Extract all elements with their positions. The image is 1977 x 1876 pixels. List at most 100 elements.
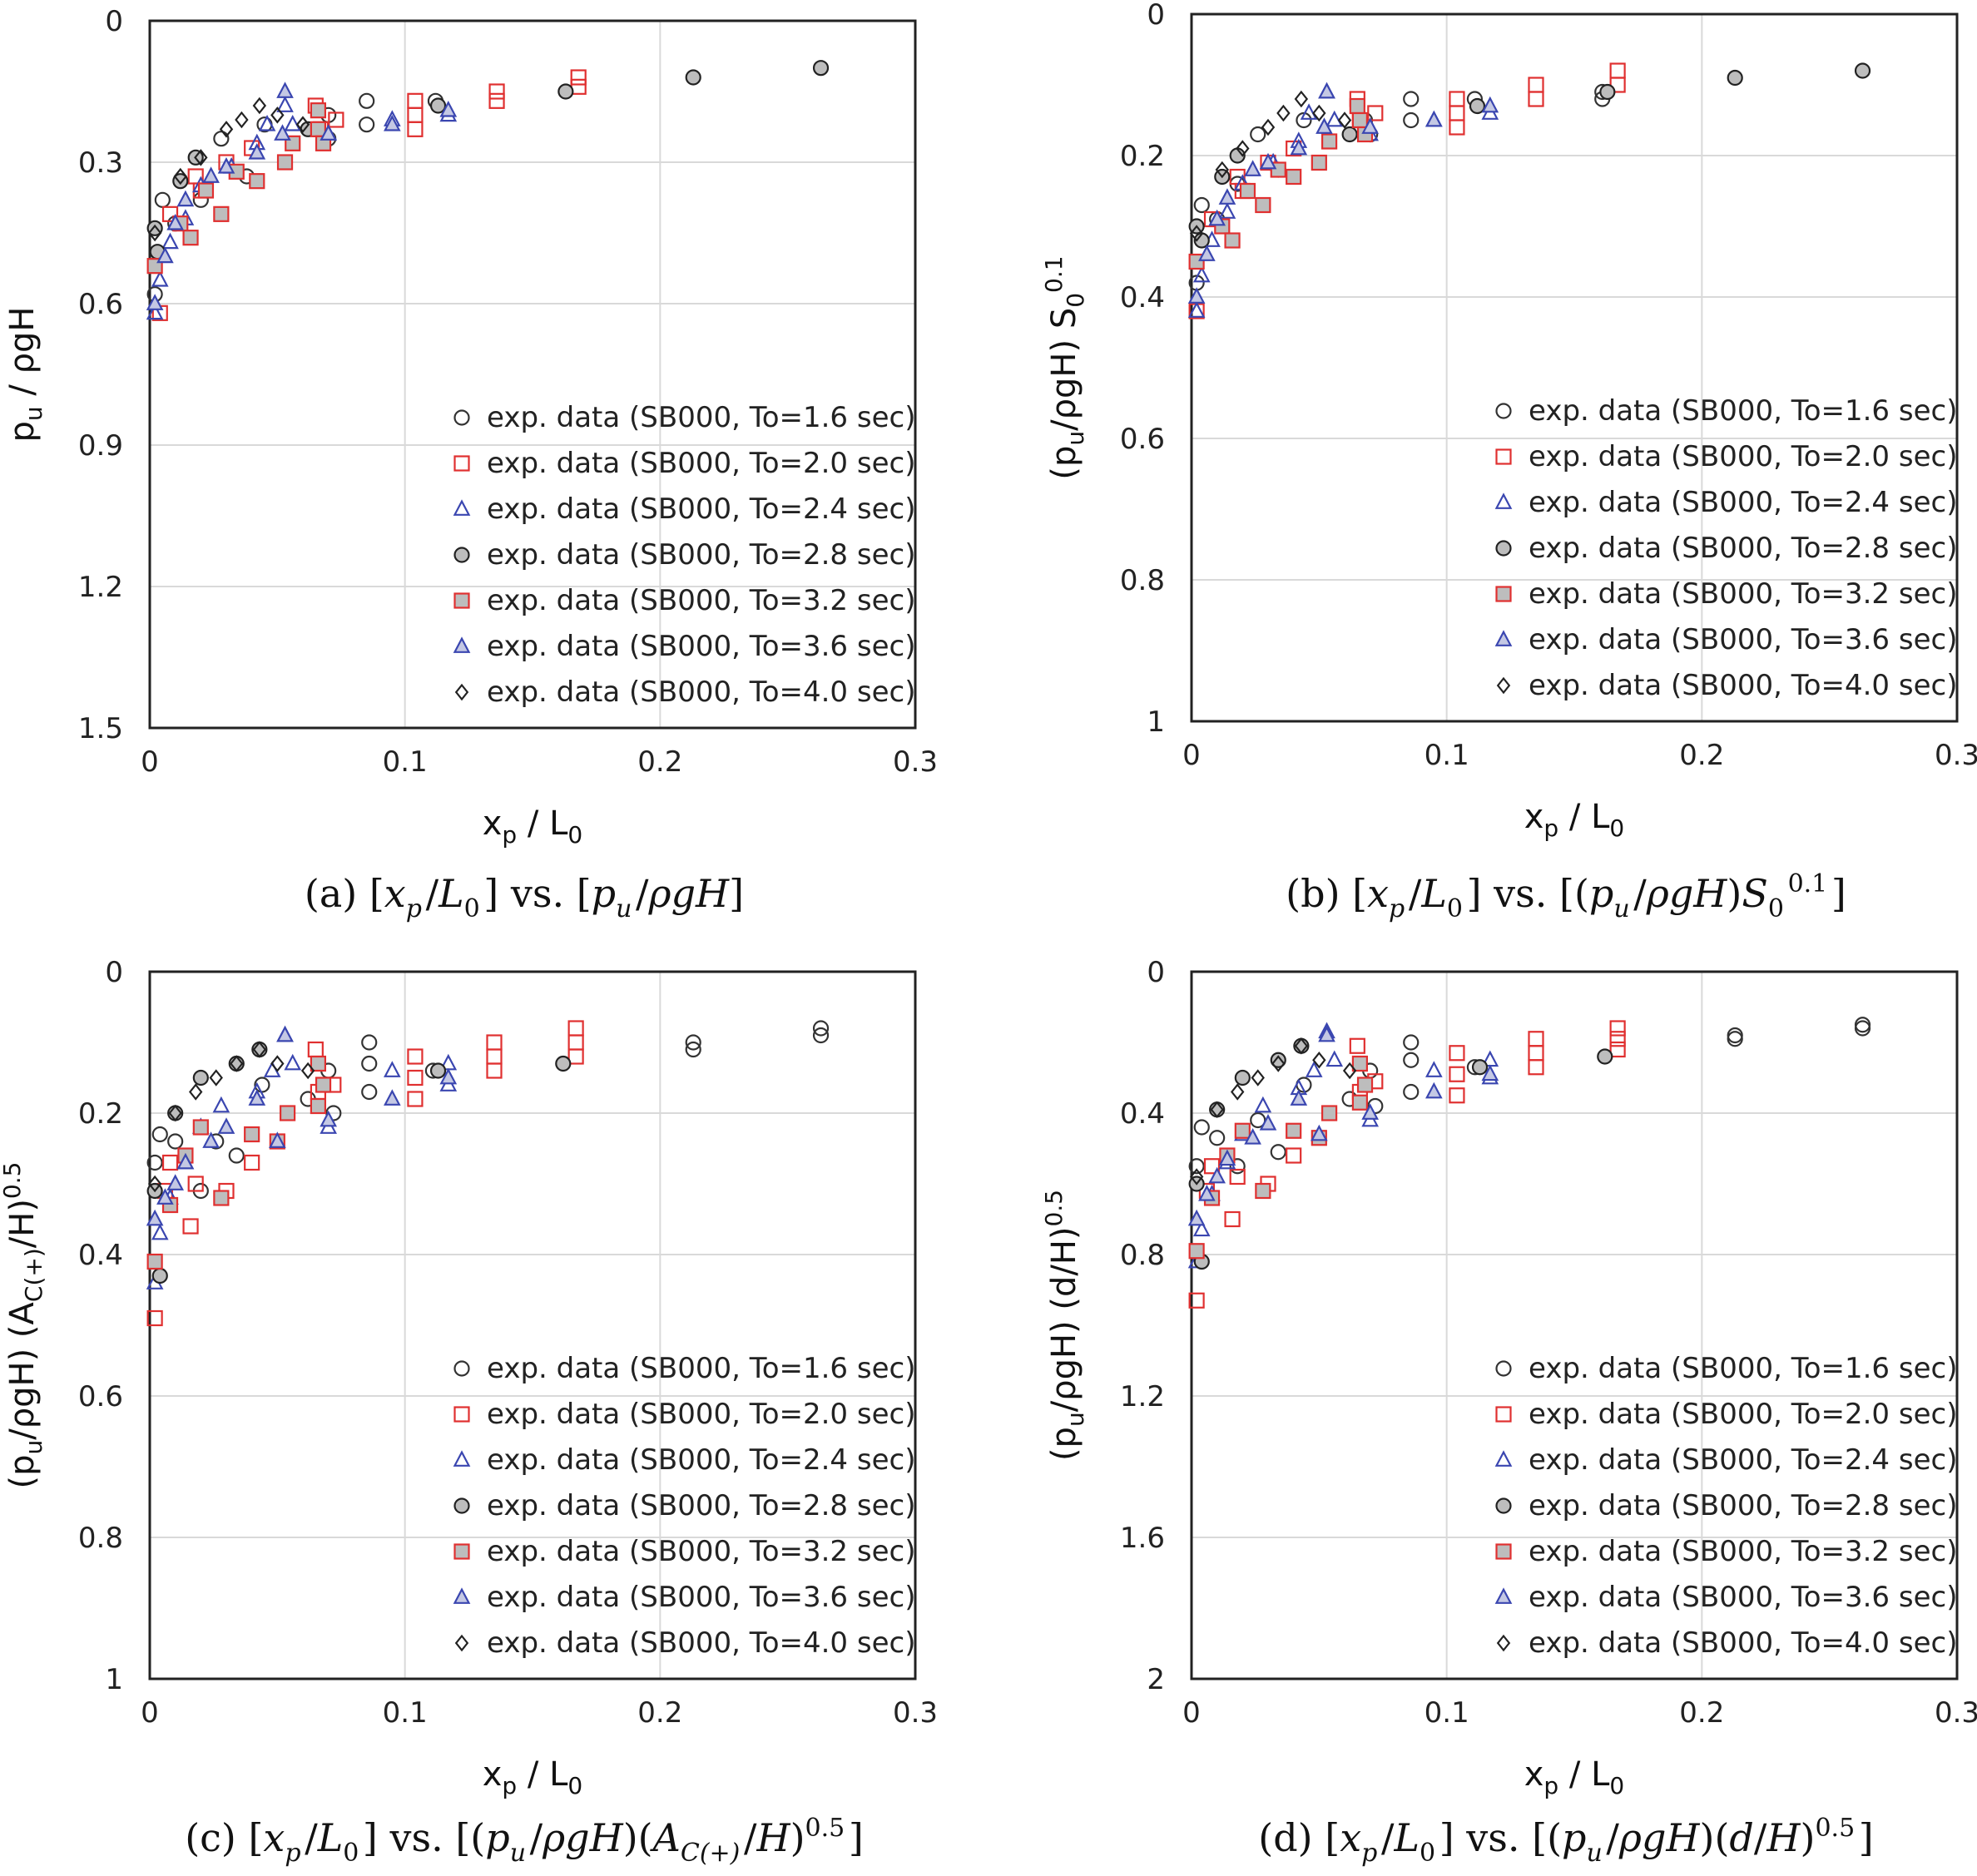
data-point xyxy=(1356,1077,1374,1093)
y-tick-label: 0.2 xyxy=(78,1097,123,1131)
data-point xyxy=(685,69,701,86)
data-point xyxy=(1270,1052,1286,1068)
y-tick-label: 0.3 xyxy=(78,146,123,180)
x-tick-label: 0.1 xyxy=(1425,739,1469,772)
data-point xyxy=(1286,1147,1302,1164)
legend-entry: exp. data (SB000, To=4.0 sec) xyxy=(487,676,915,709)
legend-marker xyxy=(1495,1360,1512,1377)
y-axis-label: (pu/ρgH) (AC(+)/H)0.5 xyxy=(0,1162,47,1489)
data-point xyxy=(1337,111,1352,129)
data-point xyxy=(310,1055,326,1072)
data-point xyxy=(1342,1062,1357,1080)
data-point xyxy=(1597,1048,1613,1065)
data-point xyxy=(151,1126,168,1143)
data-point xyxy=(1198,1185,1216,1201)
data-point xyxy=(1189,1168,1204,1185)
data-point xyxy=(258,114,276,131)
data-point xyxy=(1471,1059,1489,1076)
x-tick-label: 0.1 xyxy=(383,1696,428,1730)
data-point xyxy=(1192,265,1211,283)
series-5 xyxy=(1188,1055,1374,1260)
data-point xyxy=(570,69,587,86)
data-point xyxy=(269,1131,286,1148)
data-point xyxy=(1224,1210,1241,1228)
legend-marker xyxy=(1495,403,1512,419)
data-point xyxy=(429,97,447,114)
y-tick-label: 1 xyxy=(105,1663,123,1696)
series-1 xyxy=(1188,1017,1871,1175)
data-point xyxy=(1187,301,1206,318)
x-tick-label: 0.2 xyxy=(637,745,682,779)
data-point xyxy=(1188,1243,1205,1260)
data-point xyxy=(147,1175,162,1193)
data-point xyxy=(1230,1083,1245,1101)
data-point xyxy=(361,1055,378,1072)
data-point xyxy=(146,1253,163,1270)
data-point xyxy=(213,1190,230,1206)
data-point xyxy=(439,1067,458,1085)
y-axis-label: (pu/ρgH) S00.1 xyxy=(1040,255,1089,479)
data-point xyxy=(202,1131,220,1148)
data-point xyxy=(361,1083,378,1101)
x-tick-label: 0 xyxy=(1182,1696,1201,1730)
data-point xyxy=(1449,1045,1465,1062)
gridlines xyxy=(1191,13,1958,722)
x-axis-label: xp / L0 xyxy=(483,1755,582,1799)
data-point xyxy=(407,1048,424,1065)
data-point xyxy=(1224,232,1241,249)
legend-entry: exp. data (SB000, To=2.8 sec) xyxy=(487,538,915,572)
series-2 xyxy=(146,1020,584,1327)
data-point xyxy=(310,1097,326,1115)
legend-marker xyxy=(1496,1634,1511,1652)
legend: exp. data (SB000, To=1.6 sec) exp. data (… xyxy=(453,1352,915,1660)
data-point xyxy=(1234,1122,1251,1139)
data-point xyxy=(284,1053,302,1071)
data-point xyxy=(1188,1292,1205,1309)
y-tick-label: 1 xyxy=(1147,705,1165,739)
data-point xyxy=(176,190,195,207)
data-point xyxy=(685,1041,701,1058)
data-point xyxy=(1361,117,1379,134)
data-point xyxy=(328,111,344,128)
data-point xyxy=(1320,133,1338,150)
x-tick-label: 0.3 xyxy=(1935,739,1977,772)
data-point xyxy=(270,106,285,124)
data-point xyxy=(146,303,164,320)
legend-entry: exp. data (SB000, To=2.8 sec) xyxy=(1529,532,1957,565)
legend-entry: exp. data (SB000, To=1.6 sec) xyxy=(487,401,915,434)
series-5 xyxy=(146,1055,332,1270)
data-point xyxy=(217,1117,235,1134)
legend-marker xyxy=(453,1587,471,1604)
data-point xyxy=(1727,1027,1743,1044)
data-point xyxy=(555,1055,572,1072)
y-tick-label: 0 xyxy=(1147,0,1165,32)
data-point xyxy=(1325,1050,1344,1067)
legend-entry: exp. data (SB000, To=3.2 sec) xyxy=(1529,577,1957,611)
data-point xyxy=(1469,97,1486,115)
data-point xyxy=(1361,1103,1379,1120)
y-tick-label: 1.5 xyxy=(78,712,123,745)
data-point xyxy=(1259,1114,1277,1131)
data-point xyxy=(567,1020,584,1037)
panel-d: 0 0.1 0.2 0.3 0 0.4 0.8 1.2 1.6 2 xp / L0 (pu/ρgH) … xyxy=(1040,956,1977,1868)
data-point xyxy=(1325,110,1344,127)
data-point xyxy=(1254,1096,1272,1113)
data-point xyxy=(147,224,162,242)
data-point xyxy=(219,121,234,138)
legend-marker xyxy=(453,1450,471,1467)
data-point xyxy=(685,1034,701,1051)
legend-marker xyxy=(1494,1587,1513,1604)
legend-marker xyxy=(1495,1406,1512,1423)
data-point xyxy=(228,1147,245,1164)
data-point xyxy=(1300,103,1318,120)
data-point xyxy=(1188,1158,1205,1175)
data-point xyxy=(1318,82,1335,99)
data-point xyxy=(192,1119,209,1136)
panel-caption: (d) [xp /L0 ] vs. [(pu /ρgH)(d/H)0.5 ] xyxy=(1258,1814,1873,1868)
data-point xyxy=(167,1133,184,1150)
data-point xyxy=(1192,1220,1211,1237)
data-point xyxy=(161,205,179,222)
series-3 xyxy=(1187,82,1499,318)
data-point xyxy=(1312,104,1326,122)
data-point xyxy=(315,1077,332,1093)
